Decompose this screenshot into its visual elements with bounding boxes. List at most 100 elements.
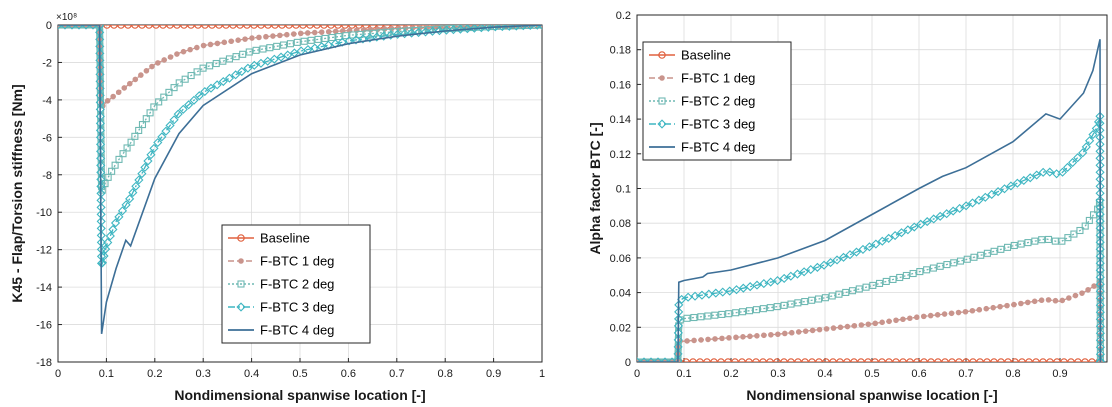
x-tick-label: 0.1 [676, 368, 691, 380]
data-point [909, 269, 917, 278]
data-point [379, 31, 389, 41]
data-point [219, 57, 227, 65]
data-point [299, 25, 307, 29]
data-point [97, 258, 108, 268]
data-point [490, 25, 500, 32]
data-point [773, 303, 781, 311]
series-f-btc-4-deg [637, 39, 1102, 362]
data-point [89, 25, 97, 29]
legend-entry: Baseline [649, 48, 731, 63]
data-point [799, 267, 809, 277]
data-point [1052, 297, 1059, 304]
chart-panel-2: 0 0.1 0.2 0.3 0.4 0.5 0.6 0.7 0.8 0.9 0 0.02 0.04 0.0… [587, 10, 1108, 403]
data-point [1076, 226, 1084, 235]
data-point [400, 29, 410, 39]
data-point [869, 281, 877, 289]
data-point [916, 268, 924, 276]
chart-panel-1: 0 0.1 0.2 0.3 0.4 0.5 0.6 0.7 0.8 0.9 1 0 -2 -4 -6 -8 -1… [9, 12, 545, 403]
data-point [126, 80, 133, 87]
y-tick-label: 0.06 [610, 253, 631, 265]
data-point [795, 329, 802, 335]
data-point [936, 262, 944, 270]
data-point [1085, 216, 1093, 225]
data-point [448, 25, 459, 35]
data-point [832, 255, 842, 265]
data-point [844, 323, 851, 330]
series-f-btc-2-deg [637, 198, 1104, 362]
data-point [199, 64, 207, 72]
data-point [654, 358, 662, 362]
data-point [835, 290, 843, 298]
data-point [306, 25, 314, 29]
data-point [218, 76, 228, 87]
data-point [779, 273, 789, 283]
data-point [257, 25, 265, 29]
legend-entry: F-BTC 1 deg [228, 254, 334, 269]
data-point [1006, 181, 1016, 191]
data-point [504, 25, 514, 31]
data-point [1085, 286, 1091, 293]
legend-label: Baseline [681, 48, 731, 63]
data-point [256, 58, 266, 68]
data-point [532, 25, 542, 30]
data-point [653, 357, 663, 362]
data-point [201, 25, 209, 29]
y-axis-label: K45 - Flap/Torsion stiffness [Nm] [9, 84, 25, 302]
data-point [128, 188, 138, 198]
data-point [132, 76, 139, 83]
data-point [284, 31, 290, 38]
data-point [249, 60, 259, 70]
data-point [138, 121, 147, 129]
data-point [483, 25, 493, 32]
y-exponent-label: ×10⁸ [56, 12, 77, 23]
data-point [640, 358, 648, 362]
data-point [61, 25, 69, 29]
data-point [290, 31, 297, 37]
legend-entry: Baseline [228, 231, 310, 246]
data-point [920, 313, 927, 320]
data-point [321, 34, 329, 43]
data-point [134, 175, 144, 185]
data-point [101, 244, 111, 254]
series-line [58, 25, 542, 267]
data-point [1078, 148, 1088, 158]
data-point [117, 206, 128, 216]
legend-label: F-BTC 4 deg [260, 323, 334, 338]
legend-label: F-BTC 2 deg [260, 277, 334, 292]
data-point [81, 25, 91, 30]
legend-box [642, 41, 792, 161]
data-point [173, 109, 183, 119]
y-tick-label: 0.08 [610, 218, 631, 230]
data-point [838, 252, 849, 262]
data-point [328, 33, 336, 42]
data-point [145, 25, 153, 29]
data-point [146, 109, 154, 117]
data-point [259, 45, 267, 53]
data-point [837, 324, 844, 331]
x-tick-label: 0.4 [817, 368, 832, 380]
data-point [993, 187, 1003, 197]
data-point [922, 217, 932, 227]
legend-box [221, 224, 371, 344]
data-point [187, 46, 193, 53]
data-point [511, 25, 521, 31]
data-point [711, 311, 719, 319]
data-point [961, 201, 971, 211]
x-tick-label: 0.1 [99, 368, 114, 380]
data-point [320, 25, 328, 29]
data-point [1010, 241, 1018, 250]
legend-marker [658, 51, 666, 59]
data-point [67, 25, 77, 30]
data-point [304, 30, 311, 36]
data-point [276, 52, 286, 62]
data-point [976, 306, 983, 313]
data-point [752, 306, 760, 314]
data-point [455, 25, 465, 34]
data-point [808, 296, 816, 304]
data-point [222, 25, 230, 29]
x-tick-label: 0.7 [958, 368, 973, 380]
data-point [950, 259, 958, 267]
data-point [221, 39, 228, 46]
data-point [212, 59, 220, 68]
